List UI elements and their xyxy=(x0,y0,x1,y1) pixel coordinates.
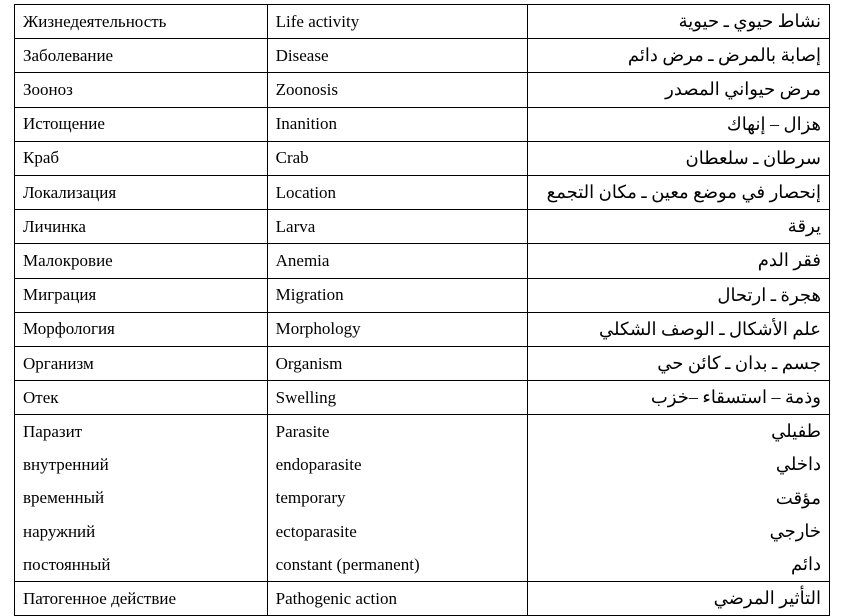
cell-en: Swelling xyxy=(267,381,528,415)
cell-en: constant (permanent) xyxy=(267,548,528,582)
cell-ru: Паразит xyxy=(15,415,268,449)
cell-ar: إصابة بالمرض ـ مرض دائم xyxy=(528,39,830,73)
cell-en: Anemia xyxy=(267,244,528,278)
cell-ru: постоянный xyxy=(15,548,268,582)
cell-en: endoparasite xyxy=(267,448,528,481)
table-row: наружнийectoparasiteخارجي xyxy=(15,515,830,548)
cell-en: Life activity xyxy=(267,5,528,39)
cell-ar: فقر الدم xyxy=(528,244,830,278)
cell-ar: وذمة – استسقاء –خزب xyxy=(528,381,830,415)
cell-ar: يرقة xyxy=(528,210,830,244)
cell-ar: علم الأشكال ـ الوصف الشكلي xyxy=(528,312,830,346)
cell-en: ectoparasite xyxy=(267,515,528,548)
cell-ar: إنحصار في موضع معين ـ مكان التجمع xyxy=(528,175,830,209)
cell-en: Zoonosis xyxy=(267,73,528,107)
cell-ar: دائم xyxy=(528,548,830,582)
cell-en: Organism xyxy=(267,346,528,380)
cell-ru: Краб xyxy=(15,141,268,175)
cell-en: Parasite xyxy=(267,415,528,449)
table-row: ОрганизмOrganismجسم ـ بدان ـ كائن حي xyxy=(15,346,830,380)
cell-ru: Личинка xyxy=(15,210,268,244)
table-row: постоянныйconstant (permanent)دائم xyxy=(15,548,830,582)
cell-ru: Организм xyxy=(15,346,268,380)
cell-en: Migration xyxy=(267,278,528,312)
cell-ru: Патогенное действие xyxy=(15,582,268,616)
table-row: ПаразитParasiteطفيلي xyxy=(15,415,830,449)
cell-ar: داخلي xyxy=(528,448,830,481)
cell-ar: هزال – إنهاك xyxy=(528,107,830,141)
cell-ru: Заболевание xyxy=(15,39,268,73)
cell-ru: Жизнедеятельность xyxy=(15,5,268,39)
cell-ar: مرض حيواني المصدر xyxy=(528,73,830,107)
cell-ru: Локализация xyxy=(15,175,268,209)
table-row: внутреннийendoparasiteداخلي xyxy=(15,448,830,481)
table-row: МиграцияMigrationهجرة ـ ارتحال xyxy=(15,278,830,312)
table-row: Патогенное действиеPathogenic actionالتأ… xyxy=(15,582,830,616)
table-row: ЛокализацияLocationإنحصار في موضع معين ـ… xyxy=(15,175,830,209)
cell-ar: نشاط حيوي ـ حيوية xyxy=(528,5,830,39)
table-row: МорфологияMorphologyعلم الأشكال ـ الوصف … xyxy=(15,312,830,346)
table-row: ЗаболеваниеDiseaseإصابة بالمرض ـ مرض دائ… xyxy=(15,39,830,73)
cell-ru: временный xyxy=(15,482,268,515)
cell-ru: Отек xyxy=(15,381,268,415)
table-row: ЗоонозZoonosisمرض حيواني المصدر xyxy=(15,73,830,107)
table-row: ОтекSwellingوذمة – استسقاء –خزب xyxy=(15,381,830,415)
table-row: временныйtemporaryمؤقت xyxy=(15,482,830,515)
table-row: МалокровиеAnemiaفقر الدم xyxy=(15,244,830,278)
cell-ru: Зооноз xyxy=(15,73,268,107)
cell-ru: Истощение xyxy=(15,107,268,141)
cell-ar: التأثير المرضي xyxy=(528,582,830,616)
cell-en: Larva xyxy=(267,210,528,244)
cell-ar: هجرة ـ ارتحال xyxy=(528,278,830,312)
table-row: ИстощениеInanitionهزال – إنهاك xyxy=(15,107,830,141)
cell-ar: خارجي xyxy=(528,515,830,548)
table-row: ЖизнедеятельностьLife activityنشاط حيوي … xyxy=(15,5,830,39)
cell-en: temporary xyxy=(267,482,528,515)
cell-en: Pathogenic action xyxy=(267,582,528,616)
cell-en: Inanition xyxy=(267,107,528,141)
cell-ru: Миграция xyxy=(15,278,268,312)
table-row: КрабCrabسرطان ـ سلعطان xyxy=(15,141,830,175)
cell-ru: внутренний xyxy=(15,448,268,481)
glossary-table: ЖизнедеятельностьLife activityنشاط حيوي … xyxy=(14,4,830,616)
cell-ru: наружний xyxy=(15,515,268,548)
cell-en: Crab xyxy=(267,141,528,175)
cell-en: Disease xyxy=(267,39,528,73)
table-row: ЛичинкаLarvaيرقة xyxy=(15,210,830,244)
cell-ru: Морфология xyxy=(15,312,268,346)
cell-ar: جسم ـ بدان ـ كائن حي xyxy=(528,346,830,380)
cell-ru: Малокровие xyxy=(15,244,268,278)
cell-ar: طفيلي xyxy=(528,415,830,449)
cell-ar: سرطان ـ سلعطان xyxy=(528,141,830,175)
cell-en: Morphology xyxy=(267,312,528,346)
cell-ar: مؤقت xyxy=(528,482,830,515)
glossary-tbody: ЖизнедеятельностьLife activityنشاط حيوي … xyxy=(15,5,830,616)
cell-en: Location xyxy=(267,175,528,209)
